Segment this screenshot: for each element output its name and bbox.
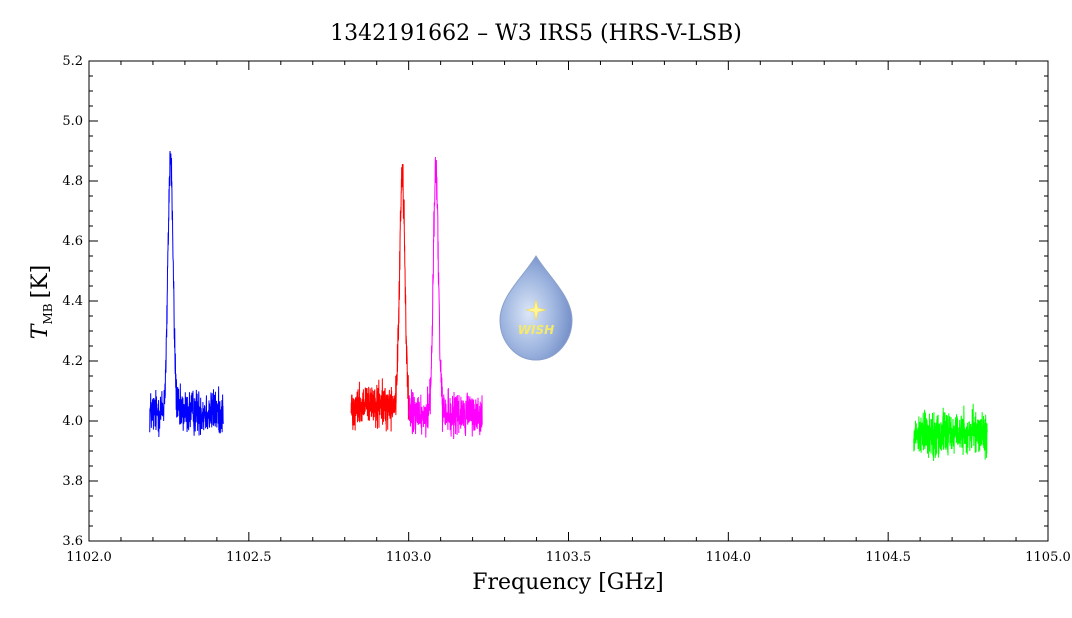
y-tick-label: 5.2 — [62, 54, 83, 69]
series-line-1 — [149, 151, 224, 437]
y-axis-subscript: MB — [41, 303, 55, 324]
y-tick-label: 4.6 — [62, 234, 83, 249]
x-tick-label: 1102.0 — [66, 550, 112, 565]
chart-title: 1342191662 – W3 IRS5 (HRS-V-LSB) — [330, 21, 742, 46]
x-tick-label: 1104.0 — [706, 550, 752, 565]
x-tick-label: 1103.0 — [386, 550, 432, 565]
y-tick-label: 5.0 — [62, 114, 83, 129]
y-tick-label: 4.8 — [62, 174, 83, 189]
x-tick-label: 1103.5 — [546, 550, 592, 565]
x-axis-label: Frequency [GHz] — [472, 570, 664, 595]
series-layer — [149, 151, 988, 461]
y-axis-label: TMB [K] — [28, 265, 55, 339]
x-tick-label: 1105.0 — [1025, 550, 1071, 565]
plot-frame — [88, 60, 1049, 542]
y-tick-label: 4.0 — [62, 414, 83, 429]
y-axis-unit: [K] — [28, 265, 53, 299]
y-tick-label: 3.6 — [62, 534, 83, 549]
wish-logo: WISH — [499, 255, 573, 361]
x-tick-label: 1104.5 — [865, 550, 911, 565]
logo-star-icon — [525, 299, 547, 321]
y-tick-label: 4.2 — [62, 354, 83, 369]
series-line-4 — [913, 403, 988, 461]
y-axis-tick-labels: 3.6 3.8 4.0 4.2 4.4 4.6 4.8 5.0 5.2 — [62, 54, 83, 549]
y-tick-label: 4.4 — [62, 294, 83, 309]
series-line-3 — [408, 156, 483, 440]
y-axis-symbol: T — [28, 322, 53, 339]
logo-text: WISH — [518, 323, 554, 337]
svg-text:TMB[K]: TMB [K] — [28, 265, 55, 339]
axis-ticks — [88, 60, 1049, 542]
y-tick-label: 3.8 — [62, 474, 83, 489]
x-tick-label: 1102.5 — [226, 550, 272, 565]
series-line-2 — [350, 163, 410, 432]
x-axis-tick-labels: 1102.0 1102.5 1103.0 1103.5 1104.0 1104.5 1105… — [66, 550, 1071, 565]
